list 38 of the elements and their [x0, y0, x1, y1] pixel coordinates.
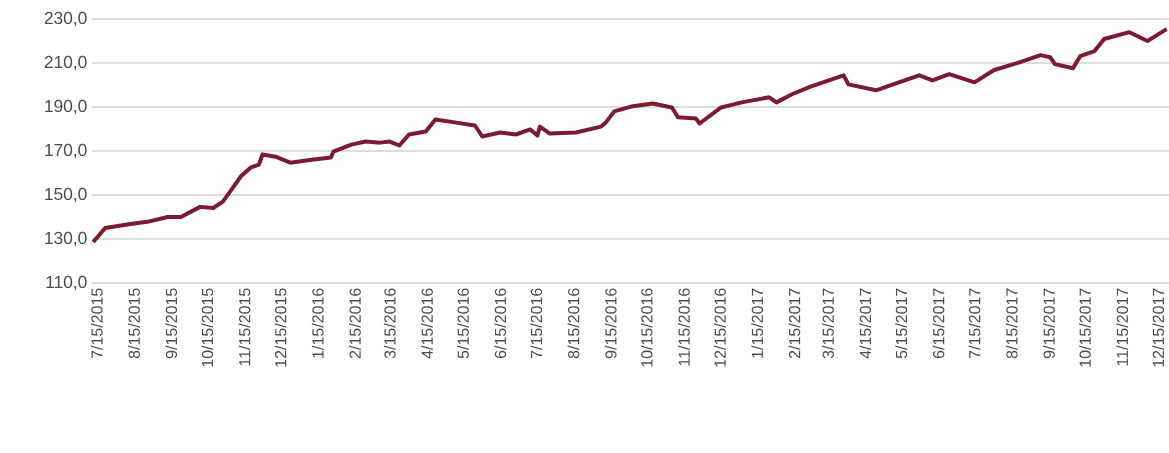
x-tick-label: 2/15/2016 — [349, 288, 361, 359]
y-tick-label: 130,0 — [45, 231, 87, 247]
x-tick-label: 7/15/2015 — [90, 288, 103, 359]
x-tick-label: 5/15/2016 — [457, 288, 469, 359]
x-tick-label: 12/15/2017 — [1152, 288, 1165, 367]
y-tick-label: 110,0 — [46, 275, 87, 291]
x-tick-label: 6/15/2016 — [494, 288, 507, 359]
x-tick-label: 7/15/2017 — [968, 288, 981, 359]
x-tick-label: 4/15/2016 — [421, 288, 433, 359]
x-tick-label: 2/15/2017 — [788, 288, 801, 359]
x-tick-label: 11/15/2015 — [238, 288, 251, 366]
x-tick-label: 9/15/2016 — [604, 288, 617, 359]
y-tick-label: 190,0 — [45, 99, 87, 115]
x-tick-label: 12/15/2015 — [274, 288, 287, 367]
x-tick-label: 6/15/2017 — [932, 288, 945, 359]
y-tick-label: 170,0 — [45, 143, 87, 159]
line-series — [91, 27, 1169, 245]
x-tick-label: 12/15/2016 — [714, 288, 726, 367]
x-tick-label: 7/15/2016 — [530, 288, 543, 359]
x-tick-label: 1/15/2017 — [751, 288, 764, 358]
x-tick-label: 1/15/2016 — [311, 288, 324, 358]
y-tick-label: 210,0 — [44, 55, 87, 71]
x-tick-label: 8/15/2017 — [1005, 288, 1018, 359]
x-tick-label: 11/15/2016 — [678, 288, 690, 366]
x-tick-label: 9/15/2017 — [1043, 288, 1055, 359]
x-tick-label: 5/15/2017 — [895, 288, 908, 359]
x-tick-label: 4/15/2017 — [859, 288, 872, 359]
x-tick-label: 10/15/2016 — [640, 288, 653, 367]
x-tick-label: 8/15/2015 — [128, 288, 140, 359]
x-tick-label: 10/15/2017 — [1079, 288, 1091, 367]
y-tick-label: 230,0 — [44, 11, 87, 27]
x-tick-label: 3/15/2017 — [822, 288, 834, 359]
x-tick-label: 3/15/2016 — [383, 288, 396, 359]
x-tick-label: 11/15/2017 — [1116, 288, 1129, 366]
x-tick-label: 8/15/2016 — [567, 288, 580, 359]
x-tick-label: 9/15/2015 — [165, 288, 178, 359]
y-tick-label: 150,0 — [45, 187, 87, 203]
x-tick-label: 10/15/2015 — [201, 288, 214, 367]
